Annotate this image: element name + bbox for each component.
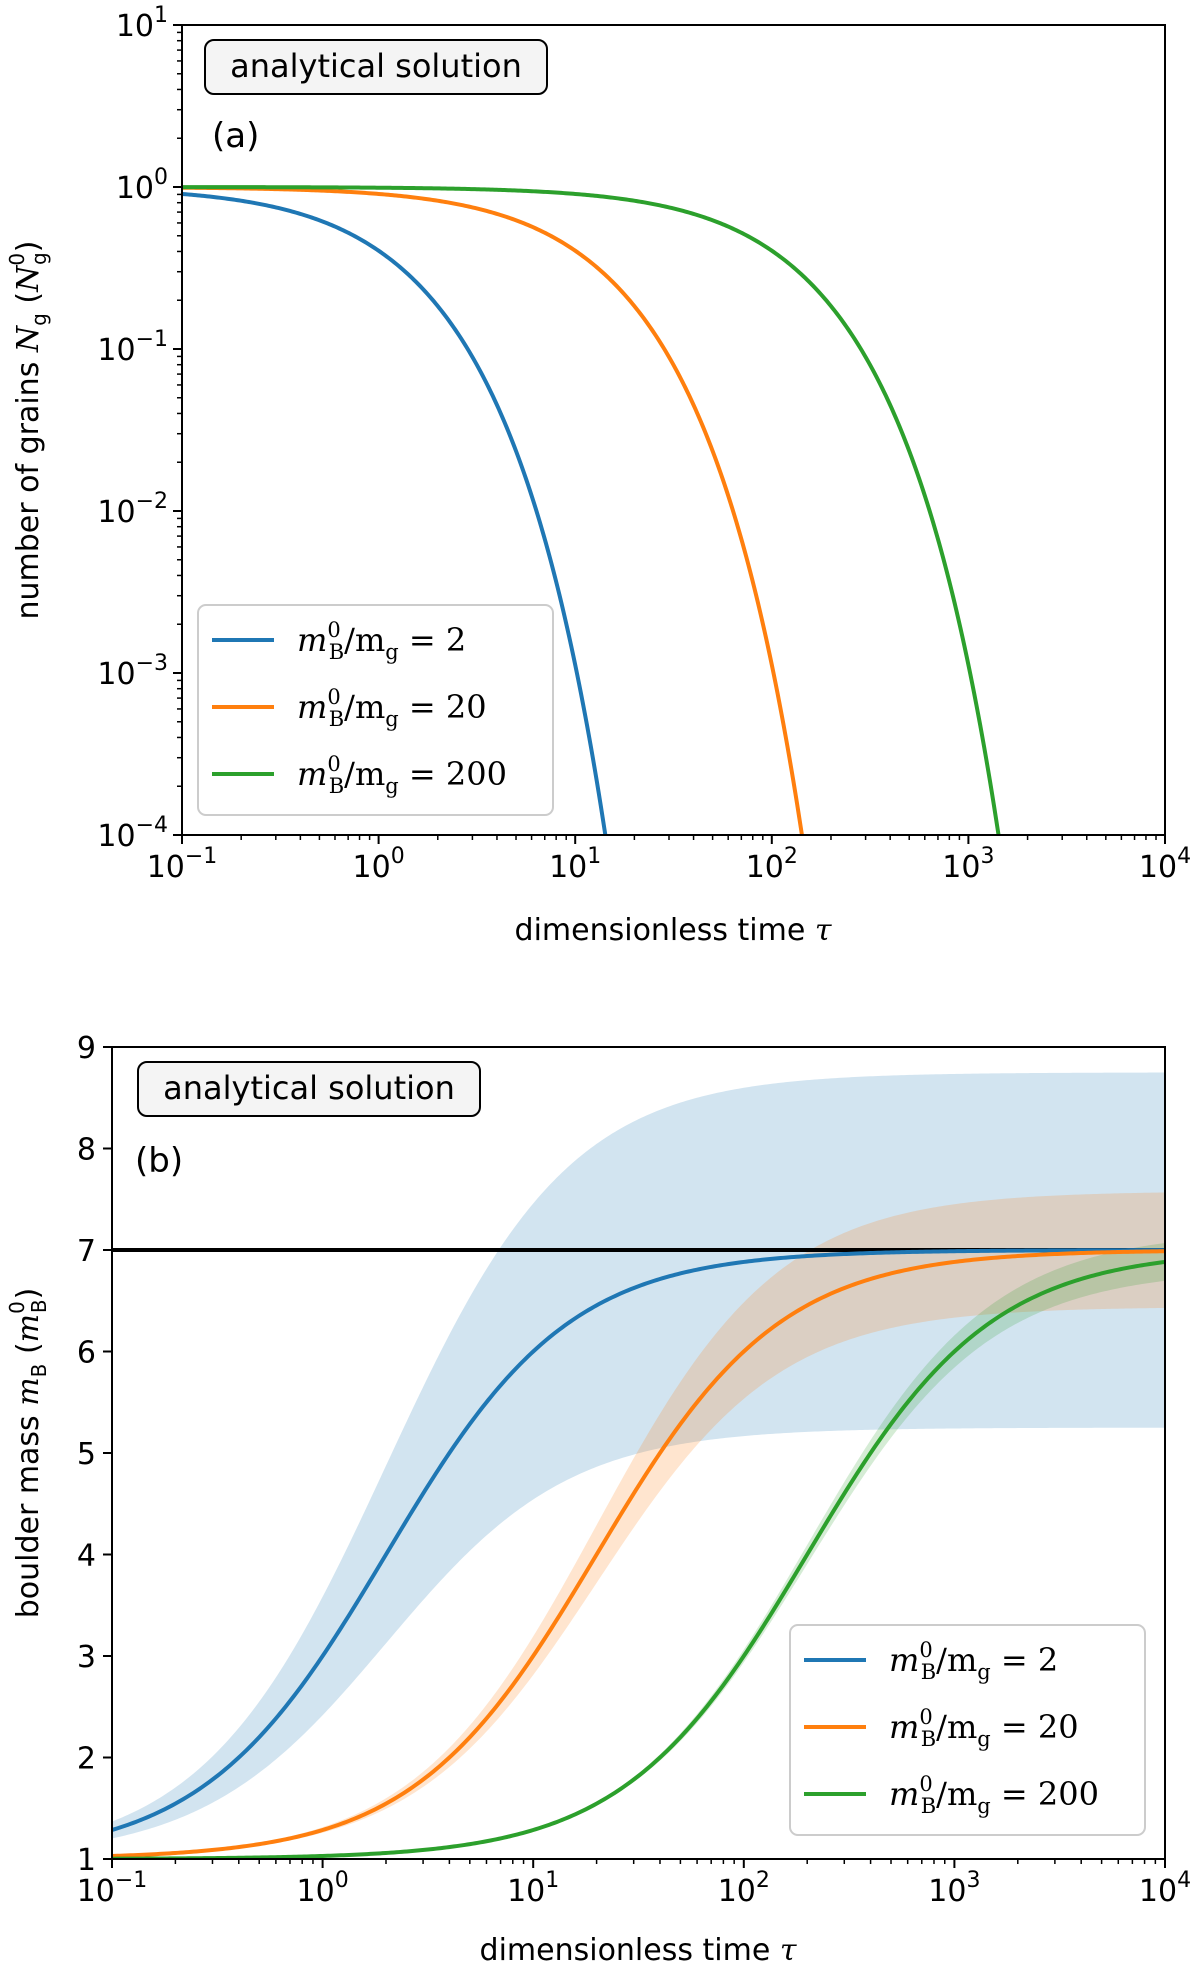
annotation-box-b: analytical solution <box>137 1061 481 1117</box>
y-tick-label-b-2: 3 <box>77 1640 96 1675</box>
uncertainty-band-b-0 <box>112 1072 1165 1839</box>
series-line-b-2 <box>112 1259 1165 1859</box>
x-tick-label-a-5: 104 <box>1139 844 1191 885</box>
y-tick-label-a-0: 10−4 <box>97 813 168 854</box>
y-tick-label-b-1: 2 <box>77 1742 96 1777</box>
series-line-b-1 <box>112 1249 1165 1858</box>
x-tick-label-a-0: 10−1 <box>147 844 218 885</box>
x-tick-label-a-1: 100 <box>353 844 405 885</box>
series-line-b-0 <box>112 1248 1165 1832</box>
series-line-a-1 <box>182 185 804 835</box>
x-tick-label-b-2: 101 <box>507 1868 559 1909</box>
y-tick-label-a-3: 10−1 <box>97 327 168 368</box>
axes-frame-a <box>181 24 1166 836</box>
y-tick-label-b-7: 8 <box>77 1133 96 1168</box>
y-tick-label-a-2: 10−2 <box>97 489 168 530</box>
series-line-a-0 <box>182 191 608 835</box>
x-tick-label-a-4: 103 <box>942 844 994 885</box>
x-tick-label-b-1: 100 <box>297 1868 349 1909</box>
x-tick-label-b-5: 104 <box>1139 1868 1191 1909</box>
panel-b: 10−1 100 101 102 103 104 1 2 3 4 5 6 7 8 9 dimensionl… <box>5 1031 1191 1968</box>
curves-a <box>182 185 1001 835</box>
legend-frame-b <box>789 1624 1146 1836</box>
x-tick-label-b-3: 102 <box>718 1868 770 1909</box>
x-tick-label-a-3: 102 <box>746 844 798 885</box>
legend-entries-a: m0 B/mg = 2 m0 B/mg = 20 m0 B/mg = 200 <box>212 618 507 798</box>
legend-a: m0 B/mg = 2 m0 B/mg = 20 m0 B/mg = 200 <box>197 604 554 816</box>
x-axis-label-b: dimensionless time τ <box>480 1933 797 1968</box>
series-line-a-2 <box>182 185 1001 835</box>
x-tick-label-b-0: 10−1 <box>77 1868 148 1909</box>
legend-label-1: m0 B/mg = 20 <box>889 1705 1079 1751</box>
y-tick-label-b-0: 1 <box>77 1843 96 1878</box>
x-axis-a: 10−1 100 101 102 103 104 <box>147 835 1191 885</box>
x-tick-label-a-2: 101 <box>549 844 601 885</box>
y-axis-label-b: boulder mass mB (m0B) <box>5 1288 51 1619</box>
legend-entries-b: m0 B/mg = 2 m0 B/mg = 20 m0 B/mg = 200 <box>804 1638 1099 1818</box>
annotation-text-a: analytical solution <box>230 47 522 85</box>
annotation-text-b: analytical solution <box>163 1069 455 1107</box>
uncertainty-band-b-2 <box>112 1243 1165 1859</box>
uncertainty-band-b-1 <box>112 1192 1165 1857</box>
x-tick-label-b-4: 103 <box>928 1868 980 1909</box>
panel-label-a: (a) <box>212 116 259 156</box>
x-axis-b: 10−1 100 101 102 103 104 <box>77 1859 1191 1909</box>
curves-b <box>112 1248 1165 1859</box>
legend-label-0: m0 B/mg = 2 <box>889 1638 1058 1684</box>
legend-frame-a <box>197 604 554 816</box>
y-tick-label-b-3: 4 <box>77 1539 96 1574</box>
panel-a: 10−1 100 101 102 103 104 10−410−310−210−11001… <box>5 3 1191 948</box>
x-axis-label-a: dimensionless time τ <box>515 913 832 948</box>
y-tick-label-a-4: 100 <box>116 165 168 206</box>
y-axis-label-a: number of grains Ng (N0g) <box>5 241 51 620</box>
legend-label-2: m0 B/mg = 200 <box>297 752 507 798</box>
legend-label-2: m0 B/mg = 200 <box>889 1772 1099 1818</box>
y-axis-b: 1 2 3 4 5 6 7 8 9 <box>77 1031 112 1878</box>
y-tick-label-b-8: 9 <box>77 1031 96 1066</box>
y-axis-a: 10−4 10−3 10−2 10−1 100 101 <box>97 3 182 854</box>
legend-label-0: m0 B/mg = 2 <box>297 618 466 664</box>
legend-b: m0 B/mg = 2 m0 B/mg = 20 m0 B/mg = 200 <box>789 1624 1146 1836</box>
legend-label-1: m0 B/mg = 20 <box>297 685 487 731</box>
annotation-box-a: analytical solution <box>204 39 548 95</box>
y-tick-label-b-4: 5 <box>77 1437 96 1472</box>
y-tick-label-b-6: 7 <box>77 1234 96 1269</box>
panel-label-b: (b) <box>135 1141 183 1181</box>
y-tick-label-a-1: 10−3 <box>97 651 168 692</box>
uncertainty-bands-b <box>112 1072 1165 1859</box>
y-tick-label-b-5: 6 <box>77 1336 96 1371</box>
y-tick-label-a-5: 101 <box>116 3 168 44</box>
